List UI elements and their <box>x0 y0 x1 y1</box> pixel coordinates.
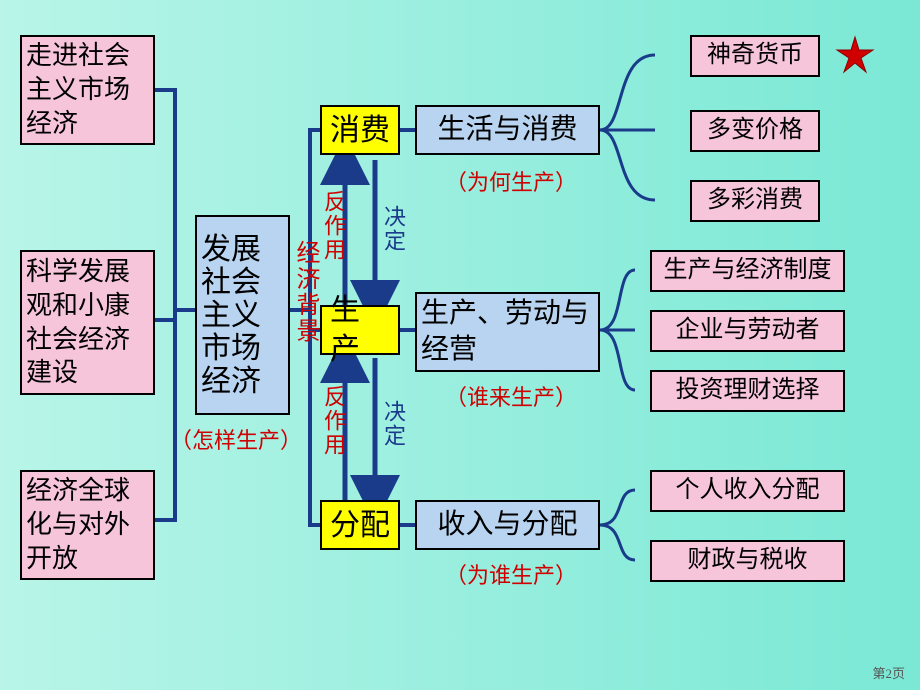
vlabel-react2: 反作用 <box>317 385 349 457</box>
vlabel-react1: 反作用 <box>317 190 349 262</box>
yellow-produce: 生产 <box>320 305 400 355</box>
ann-consume: （为何生产） <box>445 165 577 197</box>
left-box-mid: 科学发展观和小康社会经济建设 <box>20 250 155 395</box>
yellow-distribute: 分配 <box>320 500 400 550</box>
center-annotation: （怎样生产） <box>170 423 302 455</box>
left-box-bot: 经济全球化与对外开放 <box>20 470 155 580</box>
r3-0: 个人收入分配 <box>650 470 845 512</box>
r2-0: 生产与经济制度 <box>650 250 845 292</box>
blue-produce: 生产、劳动与经营 <box>415 292 600 372</box>
r3-1: 财政与税收 <box>650 540 845 582</box>
ann-distribute: （为谁生产） <box>445 558 577 590</box>
r1-0: 神奇货币 <box>690 35 820 77</box>
blue-consume: 生活与消费 <box>415 105 600 155</box>
vlabel-decide1: 决定 <box>377 205 409 253</box>
r1-2: 多彩消费 <box>690 180 820 222</box>
center-box: 发展社会主义市场经济 <box>195 215 290 415</box>
page-number: 第2页 <box>872 663 905 682</box>
star-icon <box>835 35 875 75</box>
vlabel-decide2: 决定 <box>377 400 409 448</box>
r2-1: 企业与劳动者 <box>650 310 845 352</box>
r2-2: 投资理财选择 <box>650 370 845 412</box>
left-box-top: 走进社会主义市场经济 <box>20 35 155 145</box>
yellow-consume: 消费 <box>320 105 400 155</box>
ann-produce: （谁来生产） <box>445 380 577 412</box>
blue-distribute: 收入与分配 <box>415 500 600 550</box>
r1-1: 多变价格 <box>690 110 820 152</box>
